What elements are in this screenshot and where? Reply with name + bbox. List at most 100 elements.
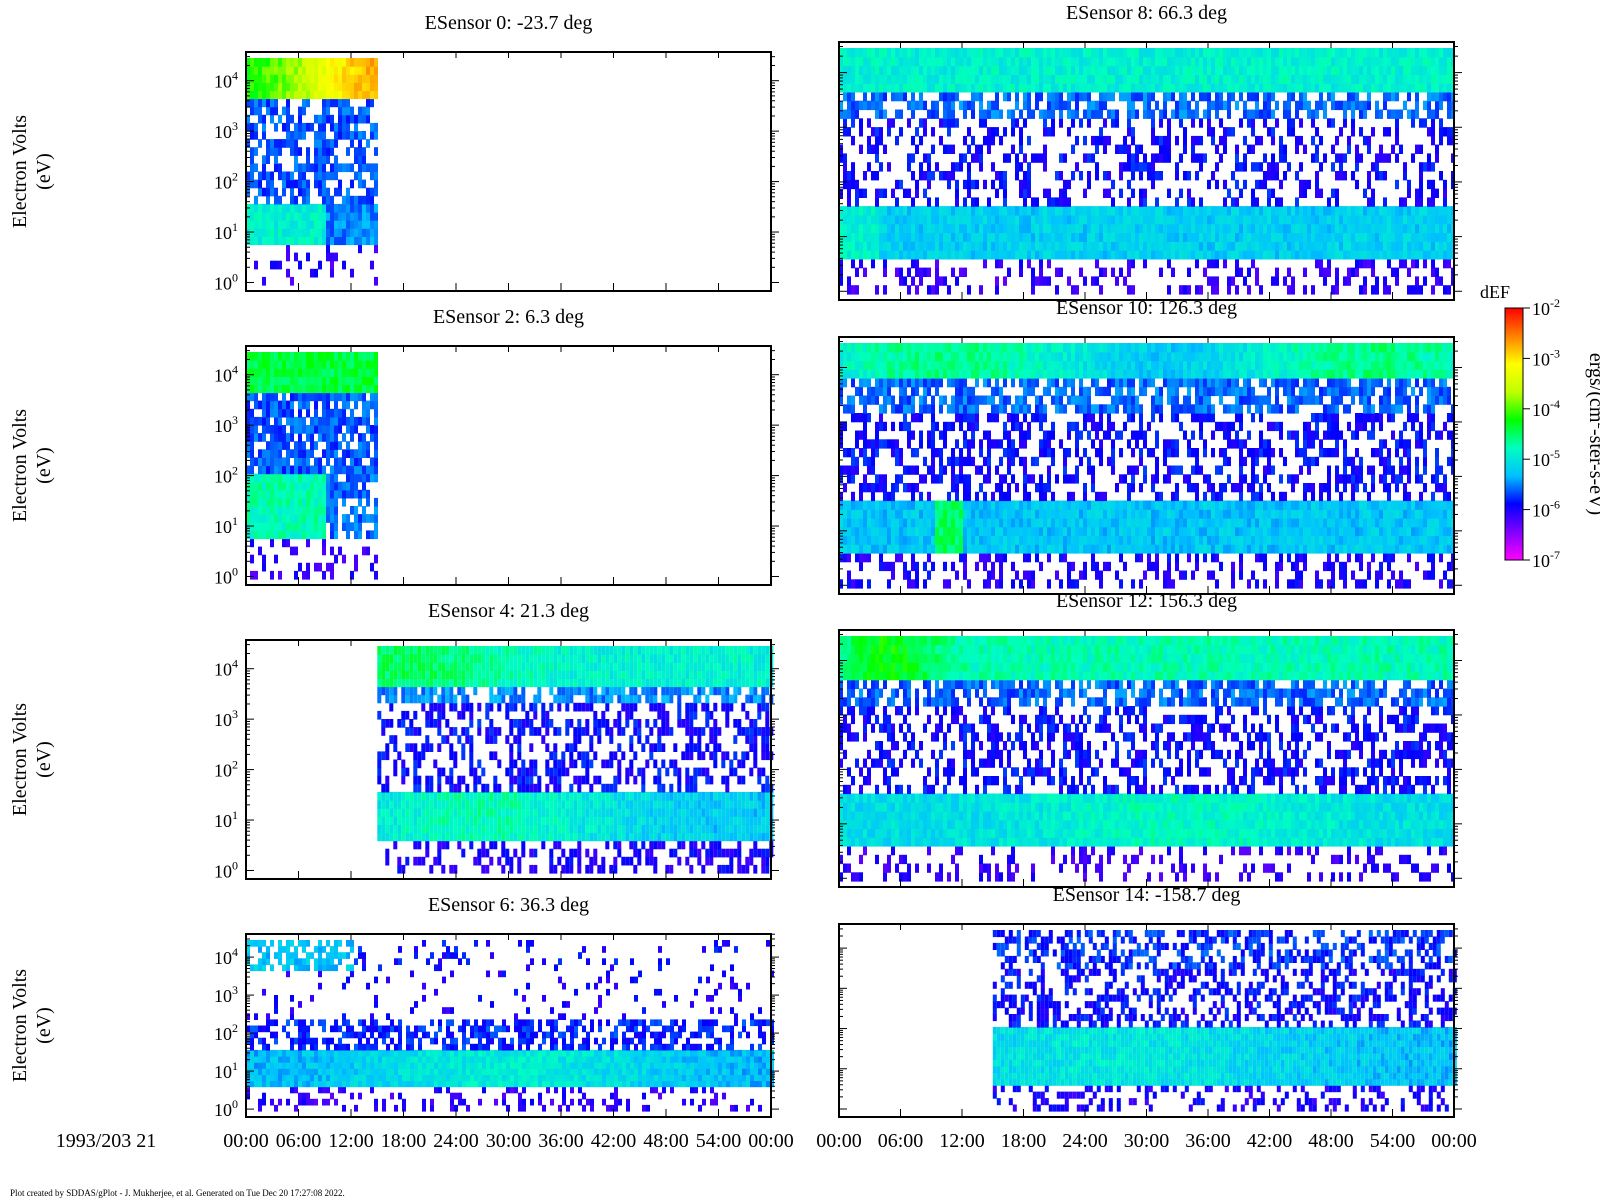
- spectrogram-cell: [725, 695, 729, 704]
- spectrogram-cell: [334, 417, 338, 426]
- spectrogram-cell: [306, 123, 310, 132]
- spectrogram-cell: [713, 646, 717, 655]
- spectrogram-cell: [681, 808, 685, 817]
- spectrogram-cell: [681, 841, 685, 850]
- spectrogram-cell: [254, 1062, 258, 1069]
- spectrogram-cell: [570, 1044, 574, 1051]
- spectrogram-cell: [705, 808, 709, 817]
- spectrogram-cell: [425, 678, 429, 687]
- spectrogram-cell: [346, 466, 350, 475]
- spectrogram-cell: [677, 768, 681, 777]
- spectrogram-cell: [298, 1081, 302, 1088]
- spectrogram-cell: [665, 678, 669, 687]
- spectrogram-cell: [658, 1074, 662, 1081]
- spectrogram-cell: [298, 1050, 302, 1057]
- spectrogram-cell: [262, 360, 266, 369]
- spectrogram-cell: [606, 1105, 610, 1112]
- spectrogram-cell: [254, 212, 258, 221]
- spectrogram-cell: [250, 123, 254, 132]
- spectrogram-cell: [278, 530, 282, 539]
- spectrogram-cell: [266, 220, 270, 229]
- spectrogram-cell: [677, 800, 681, 809]
- spectrogram-cell: [690, 1099, 694, 1106]
- spectrogram-cell: [326, 155, 330, 164]
- spectrogram-cell: [750, 1056, 754, 1063]
- spectrogram-cell: [545, 833, 549, 842]
- spectrogram-cell: [609, 760, 613, 769]
- spectrogram-cell: [617, 678, 621, 687]
- spectrogram-cell: [617, 768, 621, 777]
- spectrogram-cell: [887, 74, 891, 83]
- spectrogram-cell: [433, 670, 437, 679]
- spectrogram-cell: [278, 1068, 282, 1075]
- spectrogram-cell: [322, 220, 326, 229]
- spectrogram-cell: [730, 1050, 734, 1057]
- spectrogram-cell: [393, 695, 397, 704]
- spectrogram-cell: [625, 808, 629, 817]
- spectrogram-cell: [501, 800, 505, 809]
- spectrogram-cell: [701, 751, 705, 760]
- spectrogram-cell: [573, 735, 577, 744]
- spectrogram-cell: [274, 204, 278, 213]
- spectrogram-cell: [494, 1050, 498, 1057]
- spectrogram-cell: [573, 670, 577, 679]
- spectrogram-cell: [326, 474, 330, 483]
- spectrogram-cell: [887, 57, 891, 66]
- spectrogram-cell: [262, 228, 266, 237]
- spectrogram-cell: [689, 703, 693, 712]
- spectrogram-cell: [741, 776, 745, 785]
- spectrogram-cell: [286, 269, 290, 278]
- spectrogram-cell: [374, 228, 378, 237]
- spectrogram-cell: [434, 1050, 438, 1057]
- spectrogram-cell: [737, 760, 741, 769]
- spectrogram-cell: [254, 384, 258, 393]
- spectrogram-cell: [445, 678, 449, 687]
- spectrogram-cell: [574, 1032, 578, 1039]
- spectrogram-cell: [298, 940, 302, 947]
- spectrogram-cell: [378, 1081, 382, 1088]
- spectrogram-cell: [509, 768, 513, 777]
- spectrogram-cell: [549, 833, 553, 842]
- spectrogram-cell: [322, 368, 326, 377]
- spectrogram-cell: [633, 841, 637, 850]
- spectrogram-cell: [621, 816, 625, 825]
- spectrogram-cell: [883, 215, 887, 224]
- spectrogram-cell: [330, 360, 334, 369]
- spectrogram-cell: [350, 1050, 354, 1057]
- spectrogram-cell: [533, 654, 537, 663]
- spectrogram-cell: [750, 1081, 754, 1088]
- spectrogram-cell: [530, 1032, 534, 1039]
- spectrogram-cell: [730, 964, 734, 971]
- spectrogram-cell: [306, 1056, 310, 1063]
- spectrogram-cell: [502, 1056, 506, 1063]
- spectrogram-cell: [490, 1050, 494, 1057]
- spectrogram-cell: [458, 1026, 462, 1033]
- spectrogram-cell: [513, 849, 517, 858]
- spectrogram-cell: [302, 376, 306, 385]
- spectrogram-cell: [425, 808, 429, 817]
- spectrogram-cell: [518, 1050, 522, 1057]
- spectrogram-cell: [314, 180, 318, 189]
- spectrogram-cell: [514, 1056, 518, 1063]
- spectrogram-cell: [370, 1074, 374, 1081]
- spectrogram-cell: [486, 1032, 490, 1039]
- spectrogram-cell: [350, 1032, 354, 1039]
- spectrogram-cell: [354, 352, 358, 361]
- spectrogram-cell: [577, 808, 581, 817]
- spectrogram-cell: [562, 1062, 566, 1069]
- spectrogram-cell: [658, 964, 662, 971]
- spectrogram-cell: [641, 670, 645, 679]
- spectrogram-cell: [658, 1019, 662, 1026]
- spectrogram-cell: [441, 833, 445, 842]
- spectrogram-cell: [377, 670, 381, 679]
- spectrogram-cell: [713, 800, 717, 809]
- spectrogram-cell: [485, 800, 489, 809]
- spectrogram-cell: [481, 849, 485, 858]
- spectrogram-cell: [729, 849, 733, 858]
- spectrogram-cell: [609, 654, 613, 663]
- spectrogram-cell: [614, 1081, 618, 1088]
- spectrogram-cell: [441, 703, 445, 712]
- spectrogram-cell: [546, 1062, 550, 1069]
- spectrogram-cell: [851, 162, 855, 171]
- spectrogram-cell: [398, 1032, 402, 1039]
